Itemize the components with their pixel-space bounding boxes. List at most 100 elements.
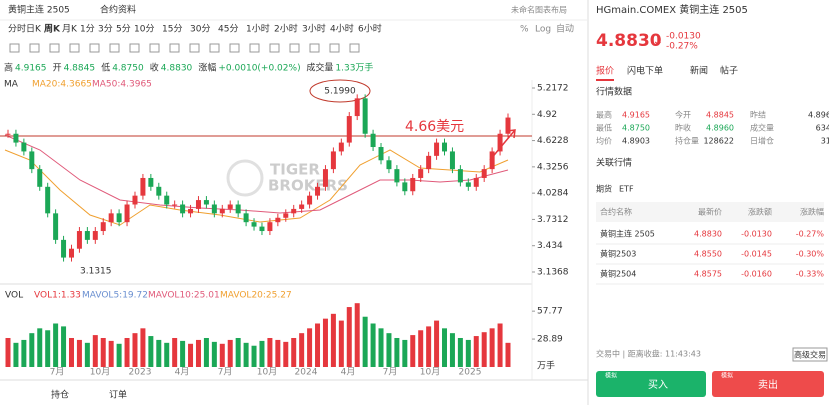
quote-tab[interactable]: 报价 xyxy=(596,65,614,77)
tool-icon[interactable] xyxy=(49,43,60,53)
candle xyxy=(37,169,43,187)
tool-icon[interactable] xyxy=(29,43,40,53)
candle xyxy=(172,204,178,206)
candle xyxy=(505,117,511,134)
period[interactable]: 45分 xyxy=(218,24,238,35)
tool-icon[interactable] xyxy=(229,43,240,53)
tool-icon[interactable] xyxy=(169,43,180,53)
td: -0.0160 xyxy=(741,270,772,279)
tool-icon[interactable] xyxy=(149,43,160,53)
advanced[interactable]: 高级交易 xyxy=(794,350,826,360)
vol1: VOL1:1.33 xyxy=(34,291,81,301)
td: 4.8575 xyxy=(694,270,722,279)
candle xyxy=(481,169,487,178)
ma-label: MA xyxy=(4,80,19,90)
bottom-tab[interactable]: 订单 xyxy=(109,389,127,401)
period[interactable]: 4小时 xyxy=(330,23,354,35)
volume-bar xyxy=(164,342,170,367)
period[interactable]: 5分 xyxy=(116,24,131,35)
x-label: 7月 xyxy=(50,367,65,378)
period[interactable]: 15分 xyxy=(162,24,182,35)
tool-icon[interactable] xyxy=(209,43,220,53)
candle xyxy=(132,195,138,205)
candle xyxy=(259,226,265,232)
bottom-tab[interactable]: 持仓 xyxy=(51,389,69,401)
period[interactable]: 10分 xyxy=(134,24,154,35)
sell[interactable]: 卖出 xyxy=(758,378,778,391)
candle xyxy=(156,186,162,196)
period[interactable]: 1小时 xyxy=(246,23,270,35)
period[interactable]: 3分 xyxy=(98,24,113,35)
buy[interactable]: 买入 xyxy=(648,379,668,391)
stat-label: 最低 xyxy=(596,123,612,133)
candle xyxy=(418,169,424,178)
ohlc-label: 开 xyxy=(53,63,62,74)
period[interactable]: 2小时 xyxy=(274,23,298,35)
volume-bar xyxy=(442,328,448,367)
volume-bar xyxy=(211,341,217,367)
tool-icon[interactable] xyxy=(9,43,20,53)
volume-bar xyxy=(489,328,495,367)
volume-bar xyxy=(5,337,11,367)
stat-label: 今开 xyxy=(675,110,691,120)
period[interactable]: 6小时 xyxy=(358,23,382,35)
quote-tab[interactable]: 闪电下单 xyxy=(627,65,663,77)
layout-name[interactable]: 未命名图表布局 xyxy=(511,5,567,15)
candle xyxy=(92,231,98,240)
tool-icon[interactable] xyxy=(129,43,140,53)
tool-icon[interactable] xyxy=(89,43,100,53)
tool-icon[interactable] xyxy=(69,43,80,53)
tool-icon[interactable] xyxy=(109,43,120,53)
quote-tab[interactable]: 帖子 xyxy=(720,65,738,77)
quote-tab[interactable]: 新闻 xyxy=(690,65,708,77)
stat-label: 最高 xyxy=(596,110,612,120)
volume-bar xyxy=(259,340,265,367)
volume-bar xyxy=(291,337,297,367)
advanced-btn[interactable] xyxy=(792,347,828,362)
period[interactable]: 月K xyxy=(62,24,78,35)
volume-bar xyxy=(21,339,27,367)
buy-btn[interactable] xyxy=(596,371,706,397)
x-label: 4月 xyxy=(175,367,190,378)
tool-icon[interactable] xyxy=(309,43,320,53)
mavol20: MAVOL20:25.27 xyxy=(220,291,292,301)
scale-option[interactable]: 自动 xyxy=(556,23,574,35)
period[interactable]: 1分 xyxy=(80,24,95,35)
x-label: 7月 xyxy=(218,367,233,378)
volume-bar xyxy=(402,339,408,367)
tool-icon[interactable] xyxy=(329,43,340,53)
tool-icon[interactable] xyxy=(269,43,280,53)
volume-bar xyxy=(116,343,122,367)
related-tab[interactable]: ETF xyxy=(619,185,634,194)
candle xyxy=(370,133,376,148)
td: -0.0145 xyxy=(741,250,772,259)
volume-bar xyxy=(156,339,162,367)
td: -0.0130 xyxy=(741,230,772,239)
period[interactable]: 3小时 xyxy=(302,23,326,35)
annotation: 4.66美元 xyxy=(405,119,464,135)
period[interactable]: 分时 xyxy=(8,23,26,35)
watermark-text: BROKERS xyxy=(268,177,348,195)
tool-icon[interactable] xyxy=(189,43,200,53)
tool-icon[interactable] xyxy=(249,43,260,53)
scale-option[interactable]: Log xyxy=(535,25,551,35)
info-link[interactable]: 合约资料 xyxy=(100,4,136,16)
tool-icon[interactable] xyxy=(349,43,360,53)
volume-bar xyxy=(473,336,479,367)
volume-bar xyxy=(315,323,321,367)
sell-btn[interactable] xyxy=(712,371,824,397)
low-label: 3.1315 xyxy=(80,267,112,277)
symbol[interactable]: 黄铜主连 2505 xyxy=(8,4,70,16)
period[interactable]: 日K xyxy=(26,24,42,35)
tool-icon[interactable] xyxy=(289,43,300,53)
period[interactable]: 周K xyxy=(44,24,61,35)
volume-bar xyxy=(267,337,273,367)
related-tab[interactable]: 期货 xyxy=(596,184,612,194)
sim: 模拟 xyxy=(605,372,617,380)
stat-label: 昨收 xyxy=(675,123,691,133)
period[interactable]: 30分 xyxy=(190,24,210,35)
status: 交易中 | 距离收盘: 11:43:43 xyxy=(596,349,701,359)
scale-option[interactable]: % xyxy=(520,25,529,35)
x-label: 10月 xyxy=(257,367,277,378)
